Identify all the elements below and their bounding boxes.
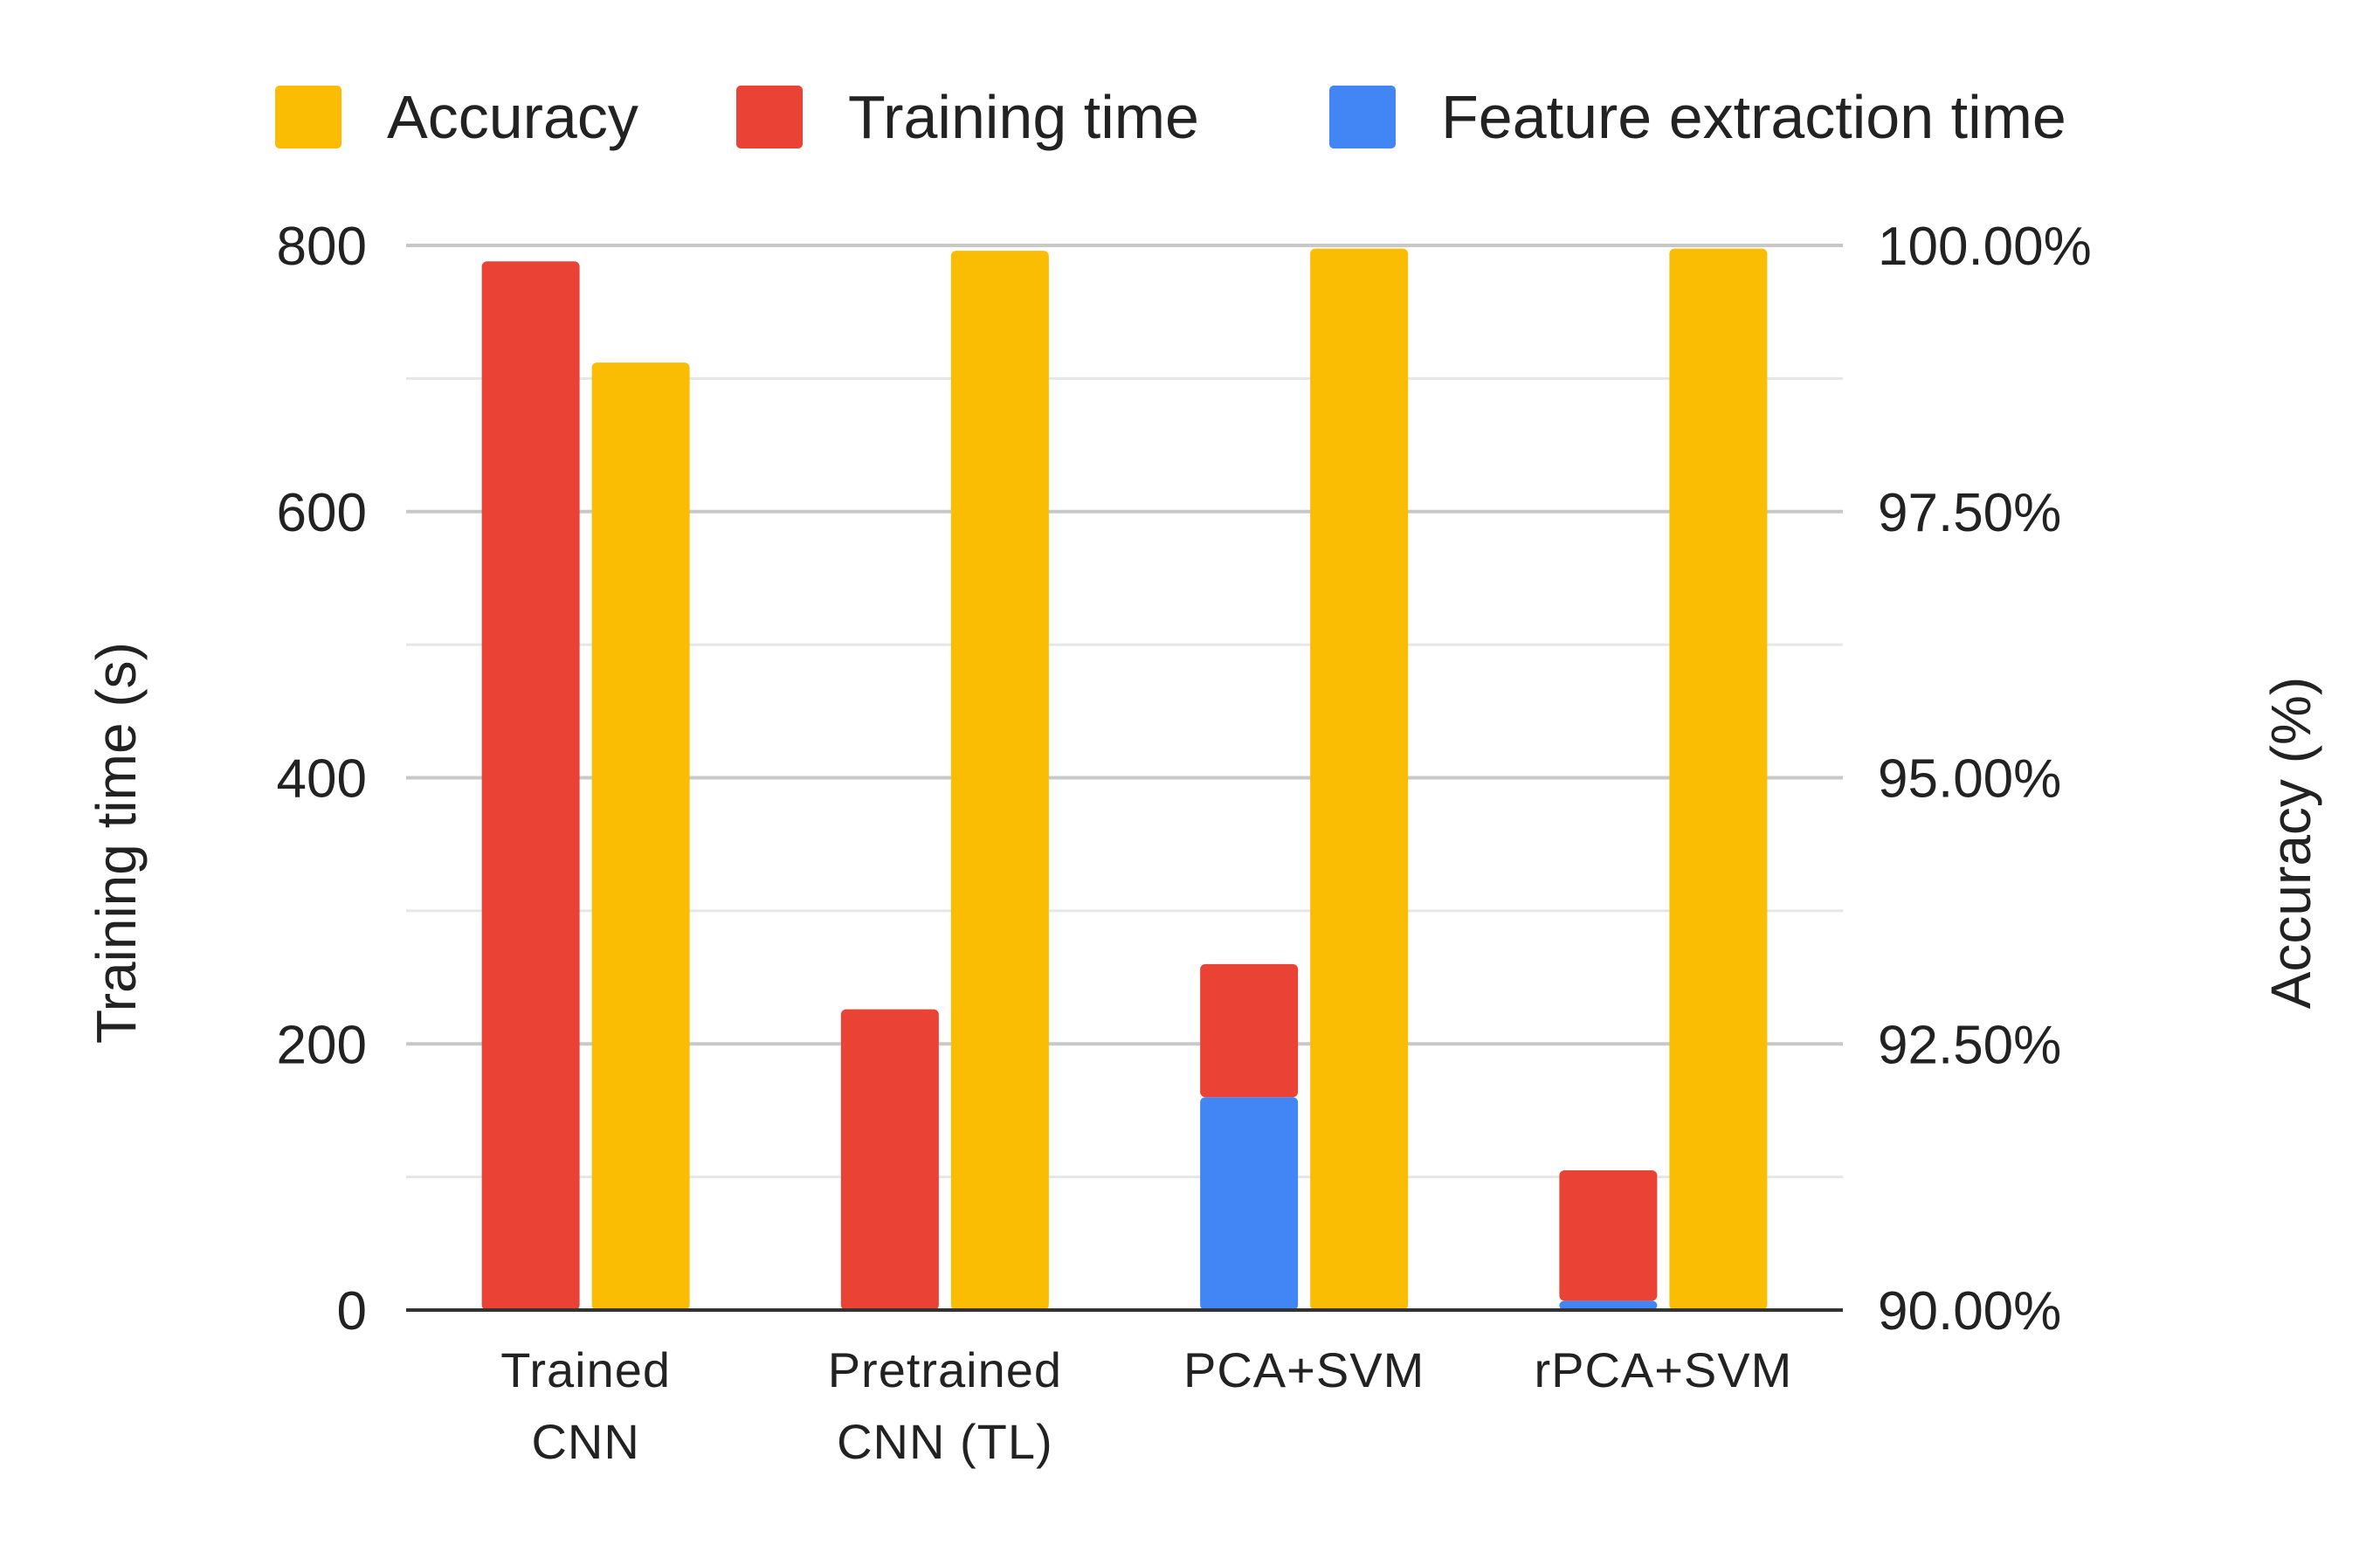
bar-accuracy bbox=[1310, 248, 1409, 1311]
y-axis-title: Training time (s) bbox=[85, 642, 148, 1044]
bars bbox=[481, 248, 1768, 1311]
bar-training-time bbox=[840, 1009, 939, 1310]
category-label: CNN (TL) bbox=[837, 1414, 1053, 1469]
bar-accuracy bbox=[950, 251, 1049, 1311]
left-tick-label: 400 bbox=[277, 749, 367, 810]
bar-training-time bbox=[481, 261, 580, 1310]
legend-label: Training time bbox=[848, 83, 1199, 151]
right-tick-label: 95.00% bbox=[1878, 749, 2061, 810]
category-label: rPCA+SVM bbox=[1534, 1342, 1792, 1397]
category-label: CNN bbox=[531, 1414, 639, 1469]
legend-label: Feature extraction time bbox=[1441, 83, 2066, 151]
bar-feature-extraction-time bbox=[1559, 1300, 1658, 1310]
bar-accuracy bbox=[591, 362, 690, 1311]
right-tick-label: 100.00% bbox=[1878, 217, 2092, 277]
legend-label: Accuracy bbox=[387, 83, 638, 151]
right-tick-label: 92.50% bbox=[1878, 1015, 2061, 1075]
left-axis-ticks: 0 200 400 600 800 bbox=[277, 217, 367, 1342]
legend: Accuracy Training time Feature extraction … bbox=[275, 83, 2066, 151]
legend-swatch bbox=[1329, 86, 1396, 148]
bar-accuracy bbox=[1669, 248, 1768, 1311]
bar-training-time bbox=[1200, 963, 1299, 1098]
legend-swatch bbox=[736, 86, 803, 148]
y2-axis-title: Accuracy (%) bbox=[2259, 677, 2322, 1010]
category-label: PCA+SVM bbox=[1183, 1342, 1425, 1397]
right-tick-label: 97.50% bbox=[1878, 483, 2061, 543]
left-tick-label: 800 bbox=[277, 217, 367, 277]
bar-training-time bbox=[1559, 1170, 1658, 1301]
category-label: Pretrained bbox=[828, 1342, 1062, 1397]
left-tick-label: 200 bbox=[277, 1015, 367, 1075]
bar-feature-extraction-time bbox=[1200, 1097, 1299, 1310]
legend-swatch bbox=[275, 86, 341, 148]
right-axis-ticks: 90.00% 92.50% 95.00% 97.50% 100.00% bbox=[1878, 217, 2092, 1342]
right-tick-label: 90.00% bbox=[1878, 1281, 2061, 1342]
left-tick-label: 0 bbox=[337, 1281, 367, 1342]
category-labels: Trained CNN Pretrained CNN (TL) PCA+SVM rPCA+… bbox=[500, 1342, 1792, 1469]
left-tick-label: 600 bbox=[277, 483, 367, 543]
category-label: Trained bbox=[500, 1342, 671, 1397]
